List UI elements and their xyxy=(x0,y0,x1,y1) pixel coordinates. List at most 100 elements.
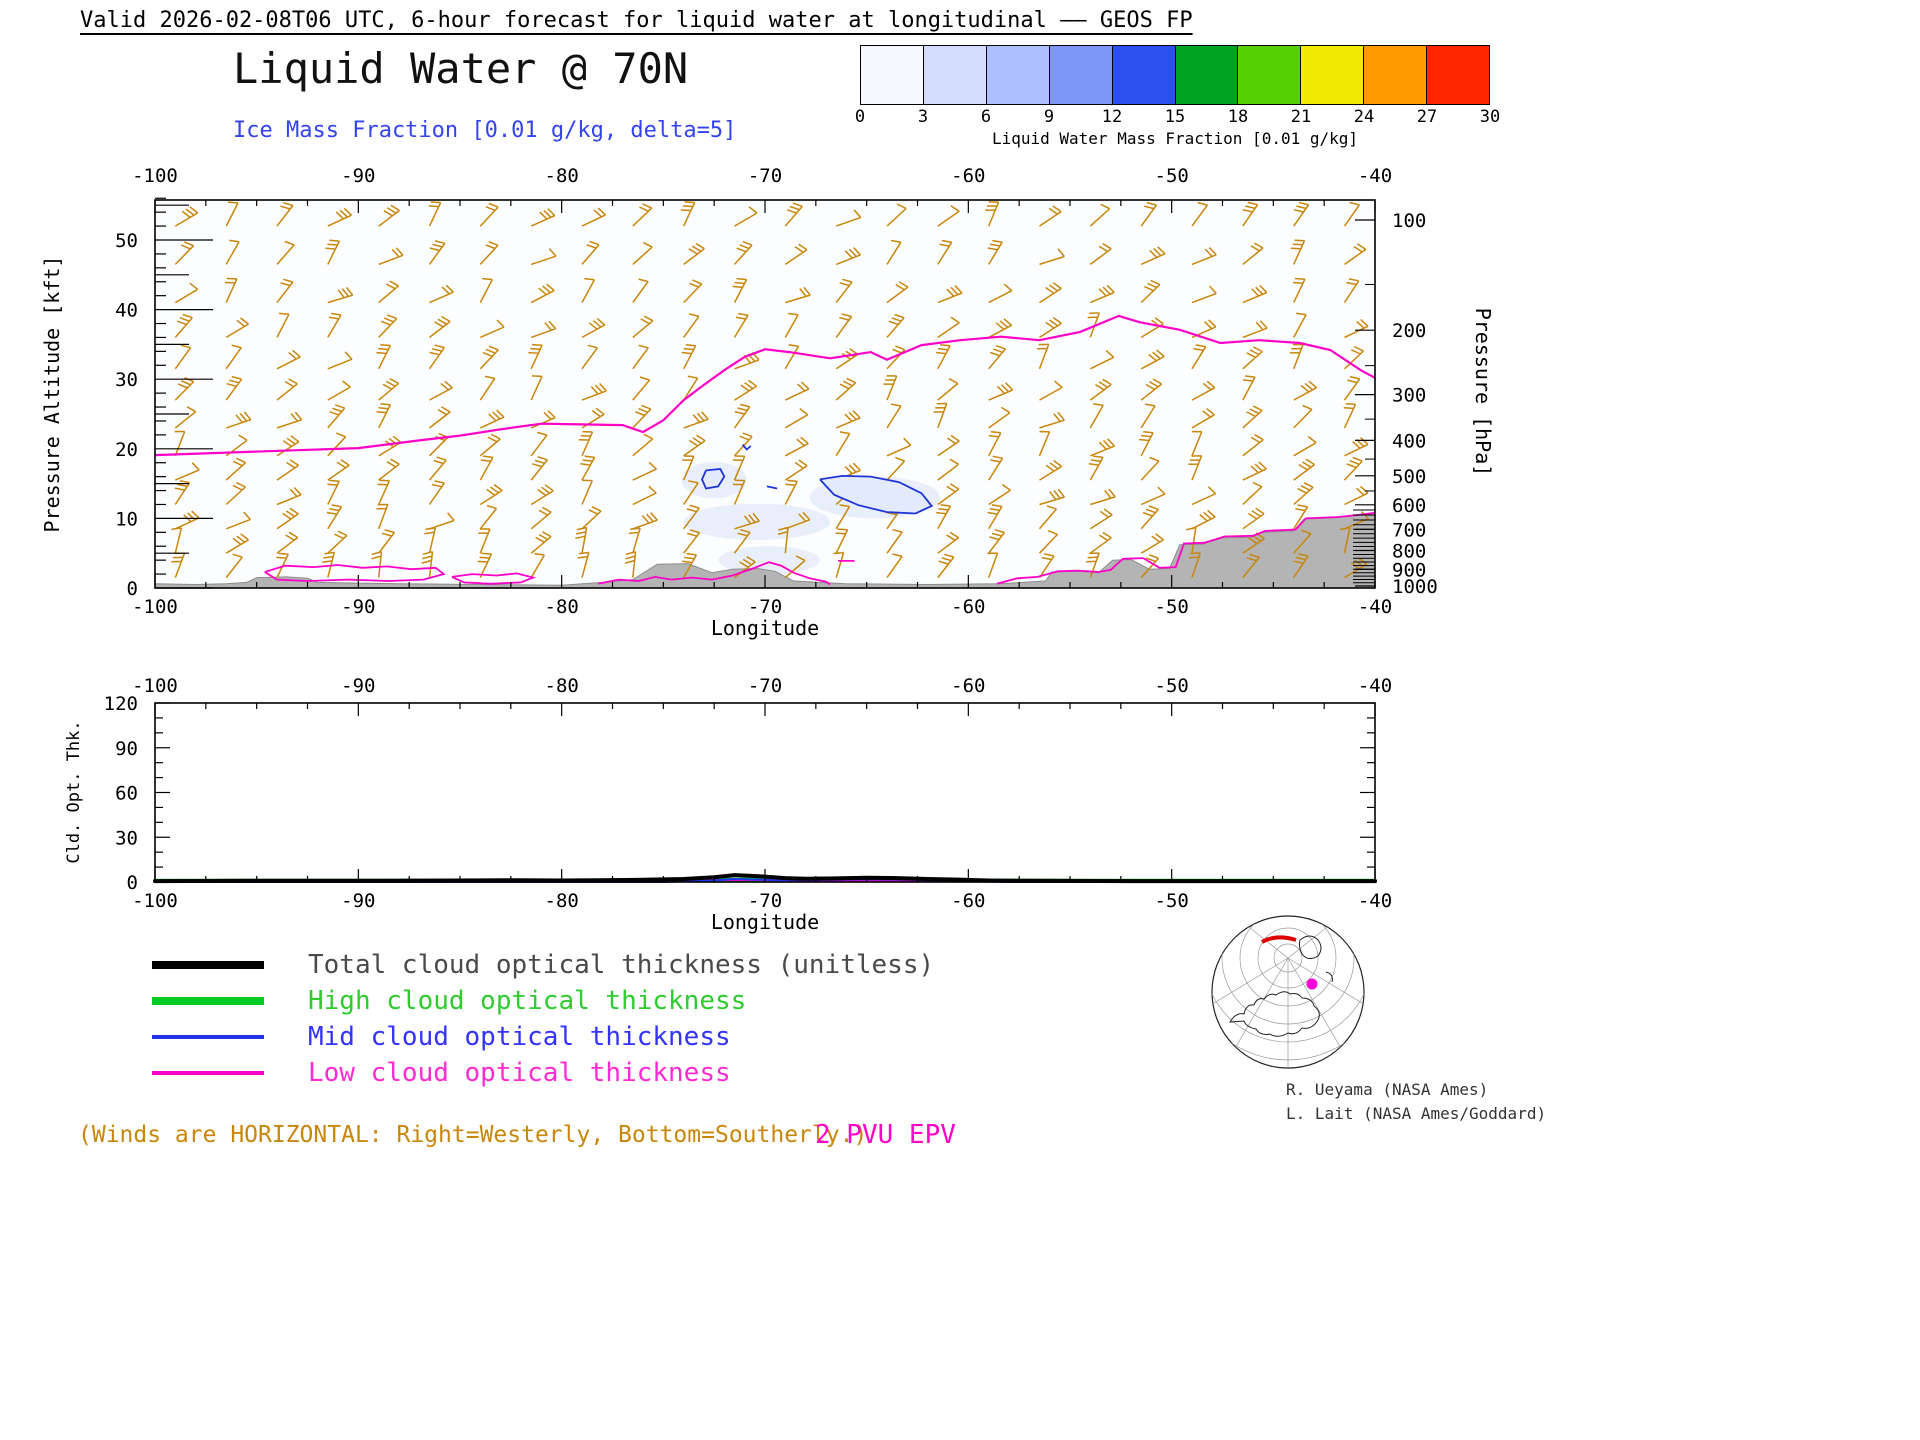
wind-barb-flag xyxy=(191,510,200,519)
wind-barb-flag xyxy=(740,384,750,392)
wind-barb-flag xyxy=(788,312,799,316)
wind-barb-flag xyxy=(1102,378,1112,386)
wind-barb-staff xyxy=(988,457,1004,481)
x-tick-label: -60 xyxy=(951,596,985,618)
wind-barb-flag xyxy=(1105,350,1115,358)
wind-barb-staff xyxy=(276,244,295,265)
wind-barb-flag xyxy=(371,555,382,560)
wind-barb-staff xyxy=(1242,409,1263,429)
wind-barb-flag xyxy=(324,551,335,555)
wind-barb-flag xyxy=(685,343,696,347)
wind-barb-flag xyxy=(795,555,806,562)
wind-barb-flag xyxy=(534,552,545,556)
wind-barb xyxy=(578,430,594,457)
wind-barb-staff xyxy=(174,212,199,227)
wind-barb xyxy=(1188,552,1202,578)
wind-barb-flag xyxy=(578,551,589,555)
wind-barb-staff xyxy=(683,377,699,401)
wind-barb-flag xyxy=(688,439,699,447)
wind-barb-staff xyxy=(174,288,199,304)
wind-barb-staff xyxy=(378,318,398,338)
wind-barb-flag xyxy=(839,431,850,435)
wind-barb-flag xyxy=(950,205,960,212)
wind-barb xyxy=(1242,507,1265,530)
wind-barb-flag xyxy=(1145,508,1156,514)
wind-barb xyxy=(1140,486,1166,506)
colorbar-caption: Liquid Water Mass Fraction [0.01 g/kg] xyxy=(991,129,1359,148)
wind-barb xyxy=(479,455,494,481)
wind-barb-staff xyxy=(683,440,706,457)
wind-barb xyxy=(987,504,1003,530)
wind-barb-flag xyxy=(987,511,998,515)
wind-barb-staff xyxy=(174,517,200,530)
wind-barb-flag xyxy=(593,209,603,218)
wind-barb-flag xyxy=(229,239,240,243)
wind-barb xyxy=(1242,284,1268,304)
wind-barb-flag xyxy=(232,484,243,491)
wind-barb xyxy=(174,344,192,370)
wind-barb-flag xyxy=(853,247,861,256)
wind-barb xyxy=(1293,458,1315,481)
wind-barb xyxy=(681,343,697,370)
wind-barb xyxy=(429,284,454,304)
wind-barb-staff xyxy=(1343,350,1365,370)
wind-barb xyxy=(988,455,1004,481)
wind-barb-staff xyxy=(1140,405,1156,429)
wind-barb-flag xyxy=(1249,553,1260,559)
wind-barb-flag xyxy=(798,513,807,522)
wind-barb-staff xyxy=(174,527,183,554)
wind-barb xyxy=(1242,553,1260,579)
wind-barb-flag xyxy=(337,289,345,299)
wind-barb-flag xyxy=(1145,403,1156,407)
wind-barb-flag xyxy=(1102,439,1111,449)
wind-barb-staff xyxy=(276,464,299,481)
wind-barb-flag xyxy=(839,383,850,390)
wind-barb xyxy=(1293,553,1309,579)
wind-barb-flag xyxy=(689,313,700,318)
wind-barb xyxy=(327,459,350,481)
wind-barb-flag xyxy=(990,351,1001,357)
wind-barb xyxy=(1344,485,1369,506)
wind-barb-flag xyxy=(322,560,333,563)
wind-barb xyxy=(477,552,493,578)
y-tick-label: 120 xyxy=(104,693,138,715)
wind-barb xyxy=(479,504,498,530)
wind-barb-flag xyxy=(582,459,593,462)
wind-barb xyxy=(937,285,963,304)
wind-barb-flag xyxy=(988,434,999,438)
wind-barb-flag xyxy=(1206,380,1216,389)
wind-barb-flag xyxy=(787,479,798,483)
wind-barb xyxy=(1292,277,1306,303)
wind-barb-flag xyxy=(1300,384,1310,393)
wind-barb-flag xyxy=(380,343,391,347)
wind-barb-staff xyxy=(327,407,346,429)
wind-barb-flag xyxy=(742,432,753,438)
wind-barb-flag xyxy=(1102,531,1112,539)
wind-barb-flag xyxy=(482,455,493,459)
x-tick-label: -50 xyxy=(1155,165,1189,187)
wind-barb-flag xyxy=(1253,242,1264,249)
wind-barb-flag xyxy=(894,313,905,319)
wind-barb-flag xyxy=(1247,201,1258,206)
wind-barb xyxy=(327,380,351,401)
wind-barb-flag xyxy=(1047,530,1058,536)
wind-barb-staff xyxy=(1089,404,1104,429)
wind-barb-flag xyxy=(433,459,444,465)
wind-barb xyxy=(785,286,811,304)
credit-line-1: R. Ueyama (NASA Ames) xyxy=(1286,1080,1489,1099)
wind-barb xyxy=(530,531,552,554)
wind-barb-flag xyxy=(689,504,700,509)
wind-barb xyxy=(1242,461,1267,481)
wind-barb-flag xyxy=(382,383,393,390)
wind-barb xyxy=(988,344,1007,370)
wind-barb-flag xyxy=(437,408,447,416)
wind-barb xyxy=(276,459,299,481)
wind-barb-staff xyxy=(1191,254,1217,266)
wind-barb xyxy=(937,239,953,265)
wind-barb xyxy=(428,201,442,227)
wind-barb-flag xyxy=(1251,288,1260,297)
wind-barb-flag xyxy=(380,320,391,326)
wind-barb xyxy=(632,315,654,338)
wind-barb-flag xyxy=(839,282,850,287)
wind-barb-flag xyxy=(186,406,197,413)
